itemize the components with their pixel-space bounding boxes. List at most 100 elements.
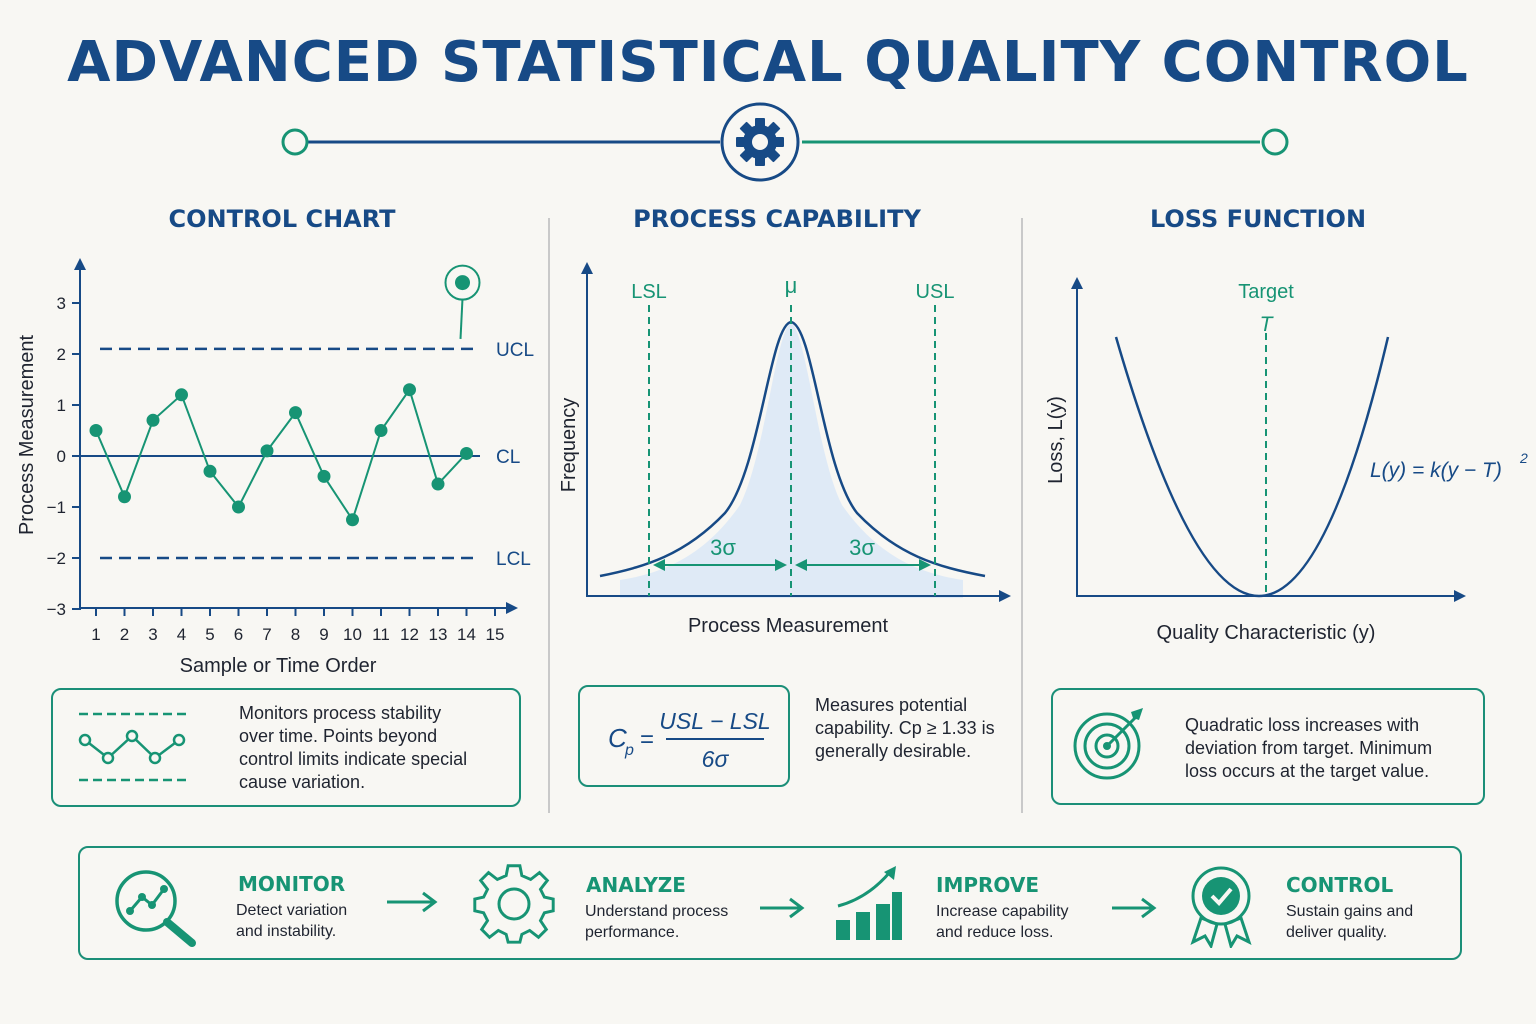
loss-curve (1114, 336, 1390, 597)
data-point (403, 383, 416, 397)
magnifier-chart-icon (115, 870, 196, 947)
data-point (374, 424, 388, 437)
flow-step-analyze-description: Understand process performance. (585, 903, 729, 941)
x-tick-label: 5 (205, 625, 214, 644)
lcl-label: LCL (496, 549, 531, 570)
cp-formula-box: C p = USL − LSL 6σ (578, 685, 790, 787)
out-of-control-ring (444, 264, 481, 301)
data-point (289, 406, 302, 420)
target-label: Target (1238, 281, 1294, 303)
loss-function-heading: LOSS FUNCTION (1149, 205, 1367, 233)
flow-step-monitor-description: Detect variation and instability. (236, 902, 348, 940)
y-tick-label: 2 (57, 345, 66, 364)
control-chart-note: Monitors process stability over time. Po… (51, 688, 521, 807)
x-tick-label: 6 (234, 625, 243, 644)
x-axis-label: Quality Characteristic (y) (1157, 622, 1376, 644)
y-tick-label: 0 (57, 447, 66, 466)
x-tick-label: 15 (486, 625, 505, 644)
usl-label: USL (916, 281, 955, 303)
out-of-control-leader (459, 298, 464, 339)
out-of-control-point (455, 275, 470, 291)
capability-heading: PROCESS CAPABILITY (633, 205, 921, 233)
data-point (232, 500, 245, 514)
loss-formula-exponent: 2 (1519, 450, 1528, 466)
gear-icon (473, 864, 555, 944)
capability-description: Measures potential capability. Cp ≥ 1.33… (815, 695, 995, 761)
sigma-right-label: 3σ (849, 535, 875, 560)
x-axis-label: Process Measurement (688, 615, 889, 637)
x-axis-label: Sample or Time Order (180, 655, 377, 677)
x-tick-label: 2 (120, 625, 129, 644)
formula-denominator: 6σ (702, 746, 730, 772)
mini-control-chart-icon (78, 712, 189, 782)
x-tick-label: 4 (177, 625, 186, 644)
x-tick-label: 1 (91, 625, 100, 644)
data-point (146, 413, 160, 427)
formula-numerator: USL − LSL (659, 708, 770, 734)
y-axis-label: Loss, L(y) (1045, 396, 1067, 484)
y-tick-label: 1 (57, 396, 66, 415)
series-line (95, 387, 468, 523)
flow-step-control-description: Sustain gains and deliver quality. (1286, 903, 1414, 941)
formula-sub: p (624, 742, 634, 759)
data-point (118, 490, 131, 504)
flow-step-control-title: CONTROL (1286, 873, 1394, 897)
x-tick-label: 3 (148, 625, 157, 644)
award-check-icon (1190, 866, 1252, 948)
sigma-left-label: 3σ (710, 535, 736, 560)
x-tick-label: 14 (457, 625, 476, 644)
distribution-fill (620, 322, 963, 598)
header-divider (281, 102, 1289, 182)
flow-step-improve-title: IMPROVE (936, 873, 1040, 897)
mean-label: μ (785, 273, 798, 298)
cp-formula: C p = USL − LSL 6σ (608, 708, 771, 772)
page-title: ADVANCED STATISTICAL QUALITY CONTROL (67, 30, 1469, 95)
arrow-right-icon (760, 897, 805, 919)
section-divider (548, 218, 550, 813)
loss-function-description: Quadratic loss increases with deviation … (1185, 715, 1433, 781)
loss-function-note: Quadratic loss increases with deviation … (1051, 688, 1485, 805)
data-point (460, 446, 473, 460)
x-tick-label: 11 (372, 625, 390, 644)
data-point (260, 444, 274, 458)
x-tick-label: 8 (291, 625, 300, 644)
section-divider (1021, 218, 1023, 813)
x-tick-label: 10 (343, 625, 362, 644)
gear-icon (736, 118, 784, 166)
formula-lhs: C (608, 723, 627, 753)
lsl-label: LSL (631, 281, 667, 303)
x-tick-label: 12 (400, 625, 419, 644)
y-tick-label: −3 (47, 600, 66, 619)
control-chart-description: Monitors process stability over time. Po… (239, 703, 468, 792)
bar-growth-icon (836, 866, 902, 940)
loss-formula: L(y) = k(y − T) (1370, 459, 1502, 482)
data-point (346, 513, 359, 527)
flow-step-analyze-title: ANALYZE (586, 873, 686, 897)
y-axis-label: Frequency (558, 398, 580, 493)
loss-chart: Target T Loss, L(y) Quality Characterist… (1045, 277, 1528, 644)
arrow-right-icon (1112, 897, 1157, 919)
cl-label: CL (496, 447, 520, 468)
flow-step-improve-description: Increase capability and reduce loss. (936, 903, 1069, 941)
formula-equals: = (640, 726, 654, 753)
improvement-cycle: MONITOR Detect variation and instability… (78, 846, 1462, 960)
target-icon (1073, 708, 1143, 780)
y-tick-label: −2 (47, 549, 66, 568)
x-tick-label: 7 (262, 625, 271, 644)
y-axis-label: Process Measurement (16, 335, 38, 536)
y-tick-label: 3 (57, 294, 66, 313)
x-tick-label: 9 (319, 625, 328, 644)
data-point (431, 477, 445, 491)
data-point (203, 464, 217, 478)
data-point (89, 424, 103, 437)
data-point (175, 388, 188, 402)
control-chart-heading: CONTROL CHART (168, 205, 396, 233)
arrow-right-icon (387, 891, 438, 913)
ucl-label: UCL (496, 340, 534, 361)
target-symbol: T (1260, 313, 1275, 336)
capability-chart: LSL μ USL 3σ 3σ Frequency Process Measur… (558, 262, 1011, 637)
y-tick-label: −1 (47, 498, 66, 517)
flow-step-monitor-title: MONITOR (238, 872, 346, 896)
data-point (317, 469, 331, 483)
